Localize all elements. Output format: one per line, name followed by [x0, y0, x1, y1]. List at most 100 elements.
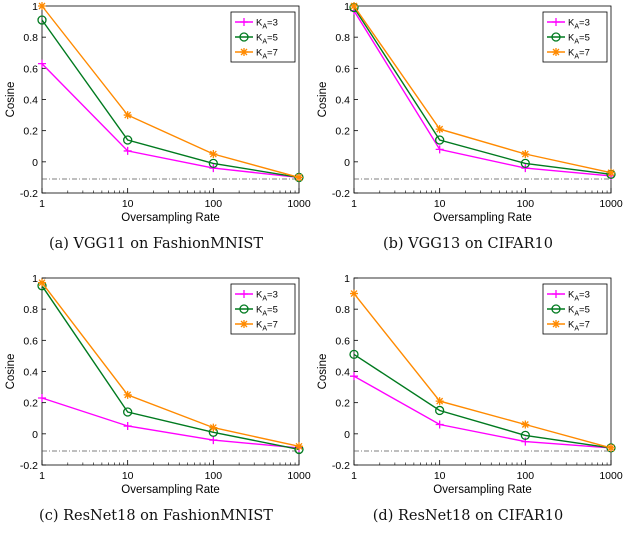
- chart-b-legend-label: KA=7: [568, 48, 590, 61]
- chart-b-caption: (b) VGG13 on CIFAR10: [382, 236, 554, 252]
- chart-b-point-k3: [435, 145, 444, 154]
- chart-d-point-k7: [435, 397, 444, 406]
- chart-c-ylabel: Cosine: [5, 354, 17, 390]
- chart-c-legend-marker: [240, 290, 248, 298]
- chart-d-ytick-label: 0.6: [335, 335, 350, 347]
- chart-a-legend-marker: [240, 48, 248, 56]
- chart-d-legend-label: KA=7: [568, 320, 590, 333]
- chart-c-xtick-label: 10: [122, 470, 134, 482]
- chart-d-ytick-label: -0.2: [332, 460, 350, 472]
- chart-c-ytick-label: 0.8: [23, 304, 38, 316]
- chart-b-ytick-label: 0.2: [335, 126, 350, 138]
- chart-c-point-k3: [38, 393, 46, 402]
- chart-b-ytick-label: -0.2: [332, 188, 350, 200]
- chart-b-legend-marker: [552, 48, 560, 56]
- chart-d-xtick-label: 100: [517, 470, 535, 482]
- chart-b-ytick-label: 1: [344, 1, 350, 13]
- chart-panel-d: -0.2 0 0.2 0.4 0.6 0.8 1 1 10 100 1000 Oversampling…: [312, 272, 624, 544]
- chart-d-point-k7: [350, 289, 358, 298]
- chart-d-plot: -0.2 0 0.2 0.4 0.6 0.8 1 1 10 100 1000 Oversampling…: [317, 273, 623, 496]
- chart-a-ytick-label: 0.2: [23, 126, 38, 138]
- chart-c-xlabel: Oversampling Rate: [121, 484, 219, 496]
- chart-a-point-k5: [208, 158, 218, 169]
- chart-c-series-line-k5: [41, 285, 300, 451]
- chart-a-point-k3: [123, 146, 132, 155]
- chart-c-ytick-label: -0.2: [20, 460, 38, 472]
- chart-d-xtick-label: 1000: [599, 470, 623, 482]
- chart-b-xtick-label: 100: [517, 198, 535, 210]
- chart-c-point-k7: [209, 423, 218, 432]
- chart-d-point-k7: [521, 420, 530, 429]
- chart-b-plot: -0.2 0 0.2 0.4 0.6 0.8 1 1 10 100 1000 Oversampling…: [317, 1, 623, 224]
- chart-a-ytick-label: 0.8: [23, 32, 38, 44]
- chart-d-point-k5: [520, 430, 530, 441]
- chart-c-ytick-label: 0: [32, 429, 38, 441]
- chart-a-ytick-label: 1: [32, 1, 38, 13]
- chart-c-series-line-k3: [41, 397, 300, 449]
- chart-d-ytick-label: 0.2: [335, 398, 350, 410]
- chart-a-legend-label: KA=5: [256, 33, 278, 46]
- chart-a-legend-label: KA=3: [256, 18, 278, 31]
- chart-b-legend-label: KA=3: [568, 18, 590, 31]
- chart-d-xlabel: Oversampling Rate: [433, 484, 531, 496]
- chart-c-legend-marker: [240, 320, 248, 328]
- chart-b-xtick-label: 1000: [599, 198, 623, 210]
- chart-c-point-k5: [123, 407, 133, 417]
- chart-c-ytick-label: 0.2: [23, 398, 38, 410]
- chart-d-legend-marker: [551, 304, 561, 314]
- chart-c-xtick-label: 1000: [287, 470, 311, 482]
- chart-a-point-k7: [123, 111, 132, 120]
- chart-d-xtick-label: 1: [351, 470, 357, 482]
- chart-a-legend-marker: [240, 18, 248, 26]
- chart-a-caption: (a) VGG11 on FashionMNIST: [48, 236, 264, 252]
- chart-a-legend-label: KA=7: [256, 48, 278, 61]
- chart-a-point-k5: [37, 15, 47, 25]
- chart-b-point-k5: [520, 158, 530, 169]
- chart-a-ytick-label: -0.2: [20, 188, 38, 200]
- chart-d-series-line-k3: [353, 375, 612, 449]
- chart-b-point-k7: [607, 168, 615, 177]
- chart-b-legend-marker: [552, 18, 560, 26]
- chart-d-caption: (d) ResNet18 on CIFAR10: [372, 508, 564, 524]
- chart-d-legend-label: KA=3: [568, 290, 590, 303]
- chart-c-plot: -0.2 0 0.2 0.4 0.6 0.8 1 1 10 100 1000 Oversampling…: [5, 273, 311, 496]
- chart-c-legend-label: KA=3: [256, 290, 278, 303]
- chart-c-point-k7: [38, 278, 46, 287]
- chart-d-series-line-k5: [353, 353, 612, 449]
- chart-c-point-k7: [123, 390, 132, 399]
- chart-b-ytick-label: 0: [344, 157, 350, 169]
- chart-a-point-k5: [123, 135, 133, 145]
- chart-a-point-k7: [209, 150, 218, 159]
- chart-b-point-k7: [350, 2, 358, 10]
- chart-c-point-k3: [209, 436, 218, 445]
- chart-a-ytick-label: 0.6: [23, 63, 38, 75]
- chart-d-ytick-label: 0: [344, 429, 350, 441]
- chart-d-point-k5: [435, 405, 445, 416]
- chart-d-ytick-label: 0.4: [335, 367, 350, 379]
- chart-b-xlabel: Oversampling Rate: [433, 212, 531, 224]
- chart-a-ytick-label: 0.4: [23, 95, 38, 107]
- chart-d-ylabel: Cosine: [317, 354, 329, 390]
- chart-d-point-k7: [607, 443, 615, 452]
- chart-a-xtick-label: 10: [122, 198, 134, 210]
- chart-b-point-k5: [435, 135, 445, 145]
- chart-d-point-k5: [349, 349, 359, 360]
- chart-c-legend-marker: [239, 304, 249, 314]
- chart-d-ytick-label: 1: [344, 273, 350, 285]
- chart-panel-c: -0.2 0 0.2 0.4 0.6 0.8 1 1 10 100 1000 Oversampling…: [0, 272, 312, 544]
- chart-c-xtick-label: 100: [205, 470, 223, 482]
- chart-b-series-line-k5: [353, 7, 612, 175]
- chart-a-point-k3: [209, 164, 218, 173]
- chart-d-ytick-label: 0.8: [335, 304, 350, 316]
- chart-c-caption: (c) ResNet18 on FashionMNIST: [39, 508, 273, 524]
- chart-a-series-line-k5: [41, 19, 300, 179]
- chart-a-xlabel: Oversampling Rate: [121, 212, 219, 224]
- chart-d-point-k3: [435, 420, 444, 429]
- chart-b-ytick-label: 0.6: [335, 63, 350, 75]
- chart-b-ytick-label: 0.8: [335, 32, 350, 44]
- chart-b-xtick-label: 10: [434, 198, 446, 210]
- chart-b-legend-marker: [551, 32, 561, 42]
- chart-c-series-line-k7: [41, 282, 300, 447]
- chart-a-point-k7: [295, 173, 303, 182]
- chart-b-xtick-label: 1: [351, 198, 357, 210]
